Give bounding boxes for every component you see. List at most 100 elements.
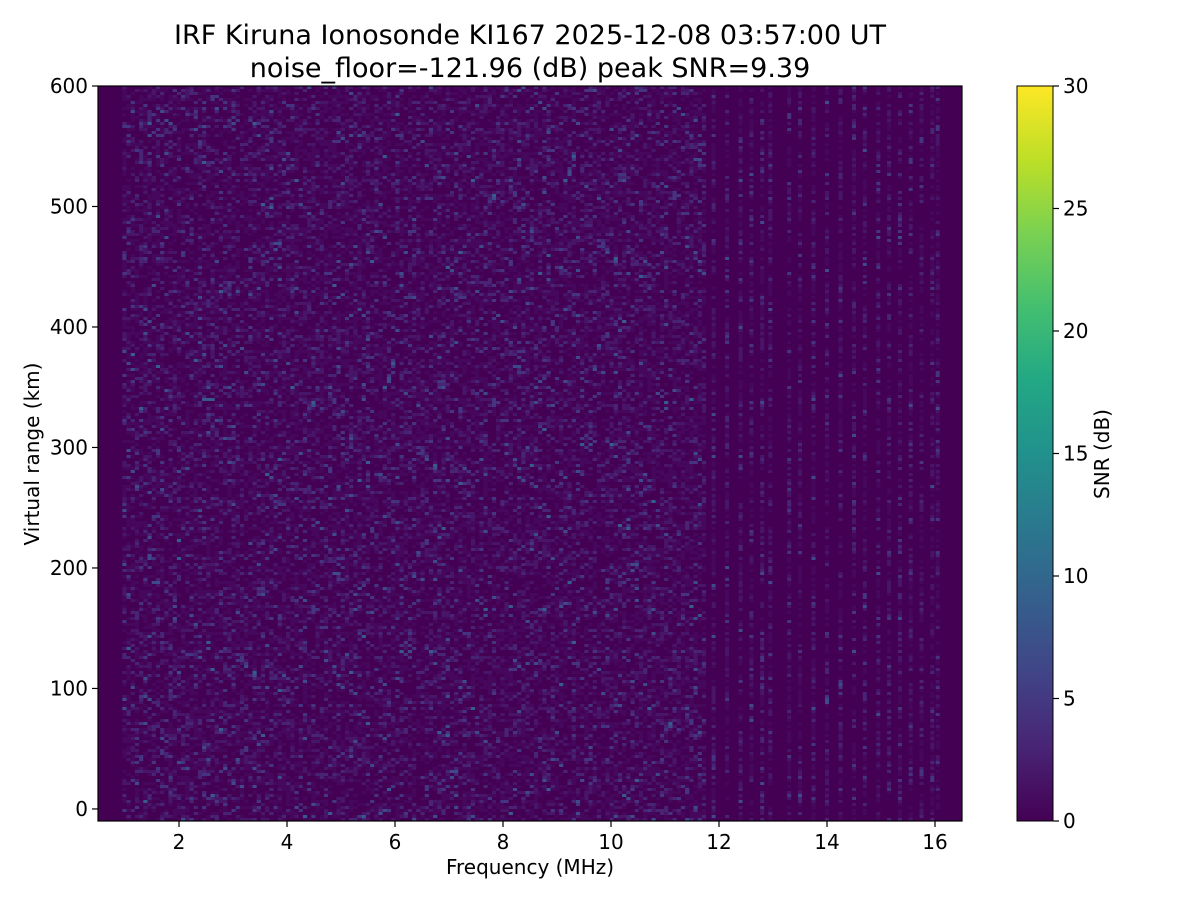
heatmap-cell: [126, 518, 131, 521]
heatmap-cell: [189, 545, 194, 548]
heatmap-cell: [155, 692, 161, 695]
heatmap-cell: [122, 536, 127, 539]
heatmap-cell: [143, 713, 148, 716]
heatmap-cell: [252, 812, 257, 815]
heatmap-cell: [239, 497, 245, 500]
heatmap-cell: [193, 500, 198, 503]
heatmap-cell: [181, 479, 186, 482]
heatmap-cell: [126, 416, 131, 419]
heatmap-cell: [260, 458, 266, 461]
heatmap-cell: [147, 98, 152, 101]
heatmap-cell: [130, 566, 135, 569]
heatmap-cell: [147, 215, 152, 218]
heatmap-cell: [206, 119, 211, 122]
heatmap-cell: [122, 695, 127, 698]
heatmap-cell: [126, 674, 131, 677]
heatmap-cell: [164, 527, 169, 530]
heatmap-cell: [214, 557, 219, 560]
heatmap-cell: [227, 548, 232, 551]
heatmap-cell: [231, 461, 236, 464]
heatmap-cell: [248, 338, 253, 341]
heatmap-cell: [218, 293, 224, 296]
heatmap-cell: [269, 740, 274, 743]
heatmap-cell: [218, 353, 224, 356]
heatmap-cell: [260, 257, 266, 260]
heatmap-cell: [134, 149, 140, 152]
heatmap-cell: [197, 365, 203, 368]
heatmap-cell: [168, 290, 173, 293]
heatmap-cell: [206, 365, 211, 368]
heatmap-cell: [256, 293, 261, 296]
heatmap-cell: [130, 644, 135, 647]
heatmap-cell: [218, 311, 224, 314]
heatmap-cell: [164, 515, 169, 518]
heatmap-cell: [256, 632, 261, 635]
heatmap-cell: [265, 605, 270, 608]
heatmap-cell: [193, 641, 198, 644]
heatmap-cell: [269, 110, 274, 113]
heatmap-cell: [189, 659, 194, 662]
heatmap-cell: [223, 590, 228, 593]
heatmap-cell: [181, 458, 186, 461]
heatmap-cell: [189, 566, 194, 569]
heatmap-cell: [134, 224, 140, 227]
heatmap-cell: [147, 401, 152, 404]
heatmap-cell: [231, 632, 236, 635]
heatmap-cell: [265, 425, 270, 428]
heatmap-cell: [210, 290, 215, 293]
heatmap-cell: [134, 575, 140, 578]
heatmap-cell: [252, 551, 257, 554]
heatmap-cell: [160, 608, 165, 611]
heatmap-cell: [218, 203, 224, 206]
heatmap-cell: [239, 713, 245, 716]
heatmap-cell: [147, 689, 152, 692]
heatmap-cell: [206, 692, 211, 695]
heatmap-cell: [214, 638, 219, 641]
heatmap-cell: [176, 140, 182, 143]
heatmap-cell: [265, 215, 270, 218]
heatmap-cell: [202, 482, 207, 485]
heatmap-cell: [231, 686, 236, 689]
heatmap-cell: [160, 347, 165, 350]
heatmap-cell: [206, 554, 211, 557]
heatmap-cell: [126, 479, 131, 482]
heatmap-cell: [172, 404, 177, 407]
heatmap-cell: [277, 500, 282, 503]
heatmap-cell: [168, 653, 173, 656]
heatmap-cell: [231, 98, 236, 101]
heatmap-cell: [151, 368, 156, 371]
heatmap-cell: [172, 338, 177, 341]
heatmap-cell: [160, 251, 165, 254]
heatmap-cell: [223, 266, 228, 269]
heatmap-cell: [252, 176, 257, 179]
heatmap-cell: [248, 365, 253, 368]
heatmap-cell: [176, 419, 182, 422]
heatmap-cell: [139, 332, 144, 335]
heatmap-cell: [168, 398, 173, 401]
heatmap-cell: [147, 86, 152, 89]
heatmap-cell: [189, 227, 194, 230]
heatmap-cell: [197, 578, 203, 581]
heatmap-cell: [269, 653, 274, 656]
heatmap-cell: [244, 623, 249, 626]
heatmap-cell: [143, 656, 148, 659]
heatmap-cell: [256, 257, 261, 260]
heatmap-cell: [143, 209, 148, 212]
heatmap-cell: [202, 449, 207, 452]
heatmap-cell: [223, 311, 228, 314]
heatmap-cell: [244, 644, 249, 647]
heatmap-cell: [223, 344, 228, 347]
heatmap-cell: [231, 644, 236, 647]
heatmap-cell: [197, 293, 203, 296]
heatmap-cell: [193, 176, 198, 179]
heatmap-cell: [164, 368, 169, 371]
heatmap-cell: [147, 611, 152, 614]
heatmap-cell: [193, 449, 198, 452]
heatmap-cell: [218, 158, 224, 161]
heatmap-cell: [214, 725, 219, 728]
heatmap-cell: [210, 746, 215, 749]
heatmap-cell: [185, 515, 190, 518]
heatmap-cell: [172, 794, 177, 797]
heatmap-cell: [210, 176, 215, 179]
heatmap-cell: [185, 383, 190, 386]
